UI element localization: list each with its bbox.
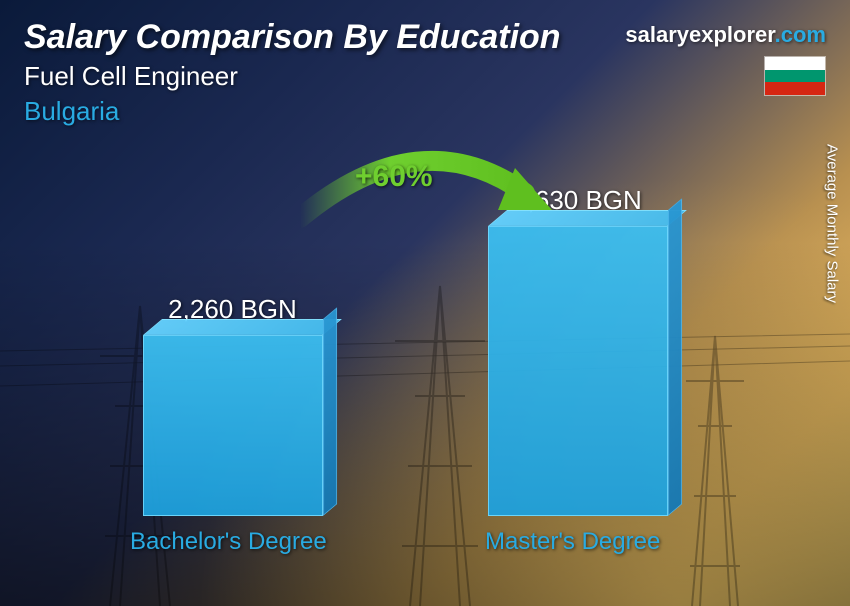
bar-1: [488, 226, 668, 516]
flag-stripe-0: [765, 57, 825, 70]
bar-side-1: [668, 198, 682, 516]
y-axis-label: Average Monthly Salary: [824, 144, 841, 303]
brand-logo: salaryexplorer.com: [625, 22, 826, 48]
increase-percentage: +60%: [355, 160, 433, 194]
brand-name: salaryexplorer: [625, 22, 774, 47]
bar-label-0: Bachelor's Degree: [130, 528, 327, 556]
bar-group-0: 2,260 BGN: [123, 294, 343, 516]
bar-side-0: [323, 307, 337, 516]
brand-block: salaryexplorer.com: [625, 22, 826, 96]
flag-stripe-1: [765, 70, 825, 83]
country-name: Bulgaria: [24, 96, 826, 127]
bar-0: [143, 335, 323, 516]
bar-front-1: [488, 226, 668, 516]
bar-label-1: Master's Degree: [485, 528, 660, 556]
flag-stripe-2: [765, 82, 825, 95]
increase-arrow-icon: [280, 138, 580, 258]
bar-top-0: [143, 319, 342, 335]
bar-front-0: [143, 335, 323, 516]
country-flag: [764, 56, 826, 96]
brand-suffix: .com: [775, 22, 826, 47]
